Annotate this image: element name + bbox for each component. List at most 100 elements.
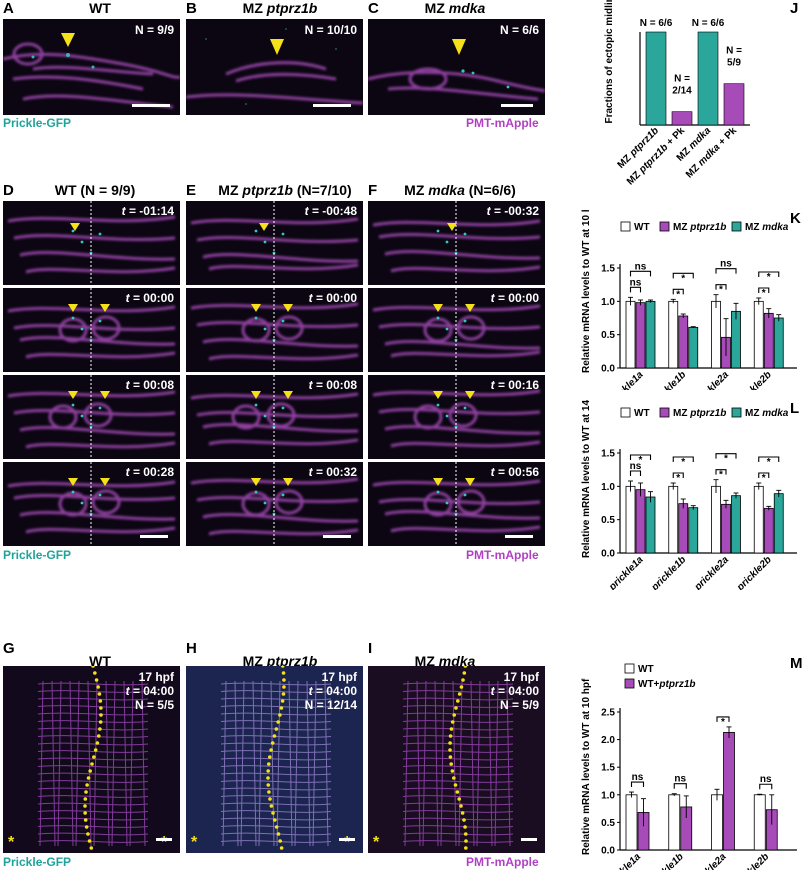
scale-bar [313, 104, 351, 107]
bar [721, 503, 731, 554]
star-icon: * [191, 834, 198, 851]
arrowhead-icon [447, 223, 457, 231]
bar [723, 732, 735, 851]
y-tick-label: 0.0 [601, 846, 615, 857]
scale-bar [505, 535, 533, 538]
micrograph-a: N = 9/9 [3, 19, 180, 115]
arrowhead-icon [251, 304, 261, 312]
panel-g-title: WT [89, 653, 111, 669]
micrograph-g: * * 17 hpf t = 04:00 N = 5/5 [3, 666, 180, 853]
bar [763, 312, 774, 369]
legend-label: WT [634, 222, 650, 233]
significance-label: * [767, 457, 771, 468]
x-tick-label: prickle1b [649, 554, 689, 590]
y-tick-label: 0.5 [601, 818, 615, 829]
significance-bracket [630, 781, 645, 788]
channel-label-prickle-gfp: Prickle-GFP [3, 116, 72, 130]
arrowhead-icon [68, 391, 78, 399]
panel-letter-i: I [368, 640, 373, 657]
timepoint-label: t = 00:16 [490, 378, 539, 392]
arrowhead-icon [61, 33, 75, 47]
bar [711, 794, 723, 851]
arrowhead-icon [68, 478, 78, 486]
y-tick-label: 2.5 [601, 708, 615, 719]
micrograph-a-image [3, 33, 180, 109]
panel-letter-g: G [3, 640, 15, 657]
timepoint-label: t = -00:32 [486, 204, 539, 218]
x-tick-label: prickle2b [734, 554, 774, 590]
significance-bracket [716, 716, 730, 722]
star-icon: * [161, 834, 168, 851]
bar [678, 315, 689, 369]
timelapse-frame-image [190, 201, 359, 285]
significance-label: * [676, 473, 680, 484]
chart-k: WT MZ ptprz1b MZ mdka 0.0 0.5 1.0 1.5 Relative … [575, 196, 800, 409]
significance-label: * [762, 473, 766, 484]
scale-bar [132, 104, 170, 107]
significance-label: ns [630, 461, 642, 472]
panel-letter-j: J [790, 0, 799, 17]
legend-label: MZ ptprz1b [673, 222, 726, 233]
significance-bracket [672, 288, 684, 295]
significance-label: ns [630, 277, 642, 288]
y-tick-label: 1.5 [601, 449, 615, 460]
timelapse-frame: t = -01:14 [3, 201, 180, 285]
significance-label: * [724, 454, 728, 465]
significance-bracket [758, 287, 770, 293]
timelapse-frame-image [7, 201, 176, 285]
panel-a-title: WT [89, 0, 111, 16]
timepoint-label: t = -00:48 [304, 204, 357, 218]
panel-b-n: N = 10/10 [304, 23, 357, 37]
scale-bar [323, 535, 351, 538]
significance-bracket [715, 284, 727, 290]
bar [635, 302, 646, 369]
chart-j-svg: Fractions of ectopic midlines N = 6/6MZ p… [604, 0, 750, 188]
x-tick-label: prickle1b [649, 369, 689, 390]
panel-letter-h: H [186, 640, 197, 657]
significance-bracket [758, 271, 780, 277]
y-tick-label: 1.5 [601, 763, 615, 774]
midline-dots [266, 666, 286, 850]
timelapse-frame-image [372, 462, 541, 546]
significance-bracket [672, 272, 694, 279]
legend-swatch [731, 407, 742, 418]
significance-bracket [673, 783, 687, 789]
bar [668, 485, 679, 554]
arrowhead-icon [270, 39, 284, 55]
arrowhead-icon [283, 391, 293, 399]
micrograph-c-image [368, 39, 545, 101]
y-tick-label: 0.0 [601, 364, 615, 375]
chart-l: WT MZ ptprz1b MZ mdka 0.0 0.5 1.0 1.5 Relative … [575, 381, 800, 594]
arrowhead-icon [100, 478, 110, 486]
timepoint-label: t = 00:08 [125, 378, 174, 392]
scale-bar [140, 535, 168, 538]
bar [711, 300, 721, 369]
channel-label-pmt-mapple: PMT-mApple [466, 548, 539, 562]
bar [645, 31, 667, 126]
arrowhead-icon [259, 223, 269, 231]
bar [625, 794, 638, 851]
arrowhead-icon [465, 304, 475, 312]
arrowhead-icon [465, 478, 475, 486]
arrowhead-icon [100, 304, 110, 312]
timepoint-label: t = 00:08 [308, 378, 357, 392]
x-tick-label: prickle2a [692, 554, 731, 590]
x-tick-label: prickle1b [646, 851, 686, 870]
timepoint-label: t = 00:00 [125, 291, 174, 305]
timelapse-frame: t = 00:56 [368, 462, 545, 546]
micrograph-i: * 17 hpf t = 04:00 N = 5/9 [368, 666, 545, 853]
timelapse-frame: t = -00:32 [368, 201, 545, 285]
panel-letter-b: B [186, 0, 197, 17]
scale-bar [501, 104, 533, 107]
arrowhead-icon [283, 304, 293, 312]
legend-swatch [620, 407, 631, 418]
significance-label: * [767, 272, 771, 283]
legend-swatch [731, 221, 742, 232]
significance-label: * [676, 289, 680, 300]
bar [625, 300, 636, 369]
panel-b-title: MZ ptprz1b [242, 0, 318, 16]
significance-bracket [715, 268, 737, 274]
significance-label: ns [674, 774, 686, 785]
x-tick-label: prickle2b [732, 851, 772, 870]
significance-label: * [721, 717, 725, 728]
